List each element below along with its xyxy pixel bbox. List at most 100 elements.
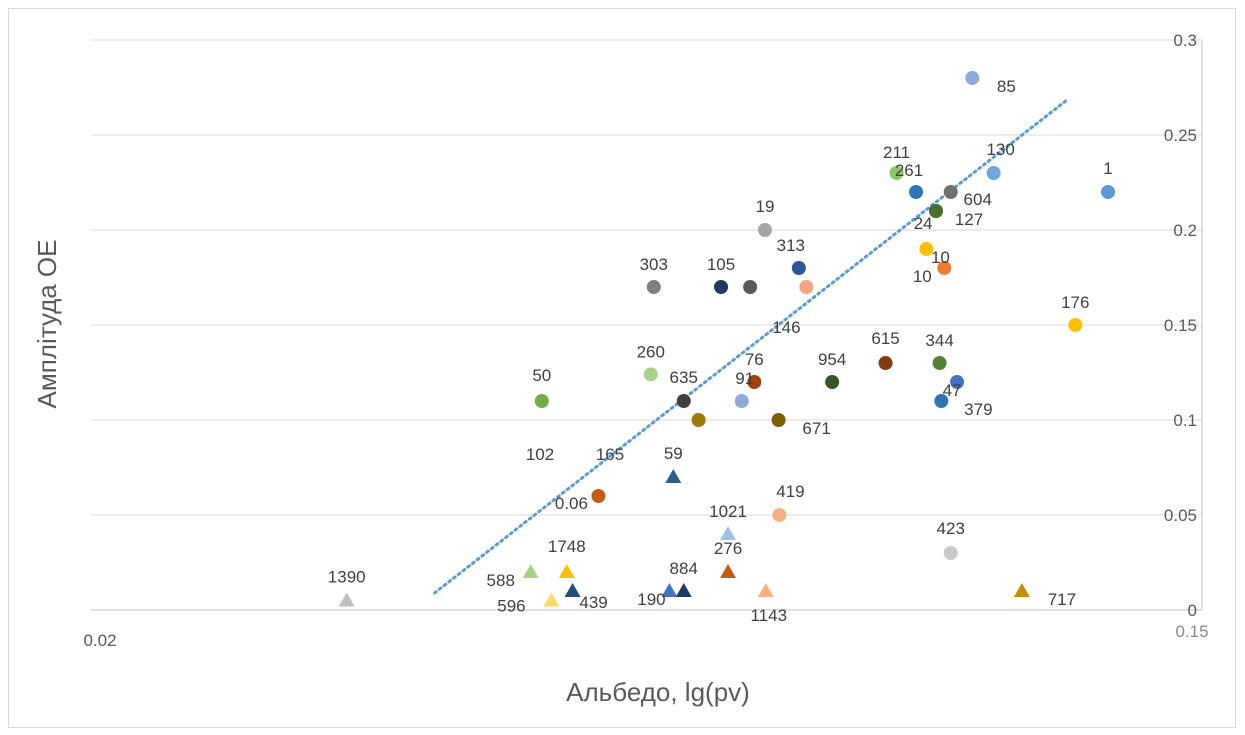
point-label: 176: [1061, 293, 1089, 312]
point-label: 588: [487, 571, 515, 590]
point-label: 261: [895, 161, 923, 180]
circle-point: [937, 261, 952, 275]
point-label: 10: [913, 267, 932, 286]
point-label: 0.06: [555, 494, 588, 513]
point-label: 596: [497, 597, 525, 616]
triangle-point: [665, 469, 682, 483]
circle-point: [932, 356, 947, 370]
y-axis-label: Амплітуда ОЕ: [32, 240, 62, 409]
point-label: 102: [526, 445, 554, 464]
point-label: 1: [1103, 159, 1112, 178]
point-label: 344: [925, 331, 953, 350]
circle-point: [591, 489, 606, 503]
triangle-point: [757, 583, 774, 597]
circle-point: [929, 204, 944, 218]
circle-point: [757, 223, 772, 237]
circle-point: [950, 375, 965, 389]
point-label: 59: [664, 444, 683, 463]
point-label: 717: [1048, 590, 1076, 609]
circle-point: [772, 508, 787, 522]
y-tick-label: 0.1: [1173, 411, 1197, 430]
trendline: [433, 99, 1068, 595]
circle-point: [691, 413, 706, 427]
x-axis-label: Альбедо, lg(pv): [566, 677, 750, 707]
x-tick-label: 0.15: [1175, 622, 1208, 641]
y-tick-label: 0.25: [1164, 126, 1197, 145]
circle-point: [643, 367, 658, 382]
circle-point: [1068, 318, 1083, 332]
y-tick-label: 0.3: [1173, 31, 1197, 50]
point-label: 146: [772, 318, 800, 337]
point-label: 884: [670, 559, 698, 578]
x-tick-label: 0.02: [83, 631, 116, 650]
circle-point: [934, 394, 949, 408]
triangle-point: [720, 564, 737, 578]
circle-point: [986, 166, 1001, 180]
x-tick-labels: 0.02 0.15: [83, 622, 1208, 650]
triangle-point: [661, 583, 678, 597]
circle-point: [714, 280, 729, 294]
point-label: 47: [943, 381, 962, 400]
point-label: 615: [871, 329, 899, 348]
point-label: 190: [637, 590, 665, 609]
circle-point: [646, 280, 661, 294]
point-labels: 85 211 130 261 604 1 24 127 19 10 313 10 303 105 146 17…: [328, 77, 1113, 625]
y-tick-label: 0.05: [1164, 506, 1197, 525]
point-label: 91: [735, 369, 754, 388]
triangle-point: [558, 564, 575, 578]
point-label: 635: [670, 368, 698, 387]
point-label: 105: [707, 255, 735, 274]
point-label: 1021: [709, 502, 747, 521]
point-label: 10: [931, 248, 950, 267]
point-label: 1748: [548, 537, 586, 556]
point-label: 85: [997, 77, 1016, 96]
gridlines: [91, 39, 1203, 611]
circle-point: [889, 166, 904, 180]
triangle-point: [564, 583, 581, 597]
circle-point: [919, 242, 934, 256]
triangle-point: [522, 564, 539, 578]
data-points: [338, 71, 1116, 607]
point-label: 439: [579, 593, 607, 612]
point-label: 260: [637, 342, 665, 361]
y-tick-label: 0.2: [1173, 221, 1197, 240]
point-label: 604: [964, 190, 992, 209]
circle-point: [534, 394, 549, 408]
triangle-point: [675, 583, 692, 597]
y-tick-label: 0.15: [1164, 316, 1197, 335]
point-label: 50: [532, 366, 551, 385]
point-label: 303: [640, 255, 668, 274]
triangle-point: [720, 526, 737, 540]
circle-point: [676, 394, 691, 408]
circle-point: [747, 375, 762, 389]
point-label: 419: [776, 482, 804, 501]
point-label: 127: [955, 210, 983, 229]
point-label: 1143: [750, 606, 787, 625]
point-label: 276: [714, 539, 742, 558]
circle-point: [791, 261, 806, 275]
circle-point: [799, 280, 814, 294]
point-label: 130: [986, 140, 1014, 159]
circle-point: [878, 356, 893, 370]
point-label: 1390: [328, 568, 366, 587]
circle-point: [1101, 185, 1116, 199]
point-label: 19: [756, 197, 775, 216]
y-tick-label: 0: [1188, 601, 1197, 620]
trendline-path: [433, 99, 1068, 595]
y-tick-labels: 0 0.05 0.1 0.15 0.2 0.25 0.3: [1164, 31, 1197, 620]
point-label: 954: [818, 350, 846, 369]
circle-point: [909, 185, 924, 199]
point-label: 24: [914, 214, 933, 233]
point-label: 165: [596, 445, 624, 464]
circle-point: [825, 375, 840, 389]
point-label: 671: [802, 419, 830, 438]
circle-point: [743, 280, 758, 294]
circle-point: [734, 394, 749, 408]
triangle-point: [338, 592, 355, 607]
circle-point: [943, 546, 958, 560]
triangle-point: [1013, 583, 1030, 597]
triangle-point: [543, 592, 560, 607]
circle-point: [771, 413, 786, 427]
circle-point: [943, 185, 958, 199]
